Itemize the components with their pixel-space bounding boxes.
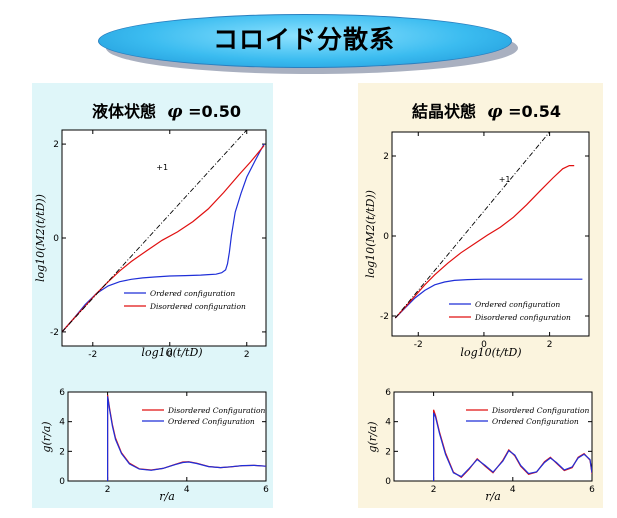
- legend-label: Disordered configuration: [474, 313, 571, 322]
- y-tick-label: -2: [380, 312, 389, 322]
- legend-label: Ordered configuration: [150, 289, 235, 298]
- y-tick-label: 4: [385, 418, 391, 428]
- x-tick-label: -2: [88, 350, 97, 360]
- y-tick-label: 0: [59, 477, 65, 487]
- banner-ellipse: [98, 14, 512, 68]
- liquid-title-text: 液体状態: [92, 102, 157, 121]
- series-line: [394, 278, 583, 319]
- liquid-phi-value: =0.50: [188, 102, 242, 121]
- crystal-title-text: 結晶状態: [412, 102, 477, 121]
- crystal-phi-value: =0.54: [508, 102, 562, 121]
- legend-label: Disordered configuration: [149, 302, 246, 311]
- slope-reference-line: [394, 132, 550, 319]
- legend-label: Ordered Configuration: [492, 417, 579, 426]
- x-tick-label: 2: [244, 350, 250, 360]
- chart-gr-liquid: 2 4 6 0 2 4 6 r/a g(r/a) Disordered Configuration…: [40, 388, 269, 503]
- x-tick-label: 2: [105, 485, 111, 495]
- plot-area: [61, 129, 267, 347]
- crystal-panel-title: 結晶状態 φ =0.54: [412, 98, 561, 122]
- liquid-phi-symbol: φ: [167, 102, 183, 122]
- chart-msd-liquid: -2 0 2 -2 0 2 log10(t/tD) log10(M2(t/tD)) +1 Orde…: [34, 129, 267, 360]
- x-axis-label: log10(t/tD): [141, 346, 202, 359]
- series-line: [394, 165, 575, 319]
- x-tick-label: -2: [414, 340, 423, 350]
- y-axis-label: log10(M2(t/tD)): [364, 190, 377, 278]
- y-tick-label: 2: [59, 447, 65, 457]
- banner-title: コロイド分散系: [212, 25, 395, 54]
- x-axis-label: log10(t/tD): [460, 346, 521, 359]
- y-tick-label: 2: [383, 152, 389, 162]
- chart-gr-crystal: 2 4 6 0 2 4 6 r/a g(r/a) Disordered Configuration…: [366, 388, 595, 503]
- x-tick-label: 4: [184, 485, 190, 495]
- x-tick-label: 4: [510, 485, 516, 495]
- legend-label: Disordered Configuration: [167, 406, 266, 415]
- x-tick-label: 2: [547, 340, 553, 350]
- x-tick-label: 0: [481, 340, 487, 350]
- x-tick-label: 0: [167, 350, 173, 360]
- y-tick-label: 6: [385, 388, 391, 398]
- slope-annotation: +1: [156, 163, 168, 172]
- y-tick-label: 2: [53, 140, 59, 150]
- legend-label: Disordered Configuration: [491, 406, 590, 415]
- slope-annotation: +1: [499, 175, 511, 184]
- y-tick-label: 2: [385, 447, 391, 457]
- y-tick-label: 0: [383, 232, 389, 242]
- series-line: [107, 396, 266, 481]
- y-axis-label: log10(M2(t/tD)): [34, 194, 47, 282]
- series-line: [62, 143, 265, 333]
- y-tick-label: 6: [59, 388, 65, 398]
- liquid-panel-title: 液体状態 φ =0.50: [92, 98, 241, 122]
- legend-label: Ordered configuration: [475, 300, 560, 309]
- title-banner: コロイド分散系: [98, 14, 518, 74]
- crystal-phi-symbol: φ: [487, 102, 503, 122]
- y-tick-label: -2: [50, 328, 59, 338]
- plot-area: [391, 131, 590, 337]
- series-line: [433, 412, 592, 481]
- y-tick-label: 0: [53, 234, 59, 244]
- y-axis-label: g(r/a): [366, 421, 379, 452]
- y-axis-label: g(r/a): [40, 421, 53, 452]
- legend-label: Ordered Configuration: [168, 417, 255, 426]
- chart-msd-crystal: -2 0 2 -2 0 2 log10(t/tD) log10(M2(t/tD)) +1 Orde…: [364, 131, 590, 359]
- x-axis-label: r/a: [485, 490, 501, 503]
- y-tick-label: 0: [385, 477, 391, 487]
- y-tick-label: 4: [59, 418, 65, 428]
- x-tick-label: 6: [589, 485, 595, 495]
- x-axis-label: r/a: [159, 490, 175, 503]
- x-tick-label: 2: [431, 485, 437, 495]
- x-tick-label: 6: [263, 485, 269, 495]
